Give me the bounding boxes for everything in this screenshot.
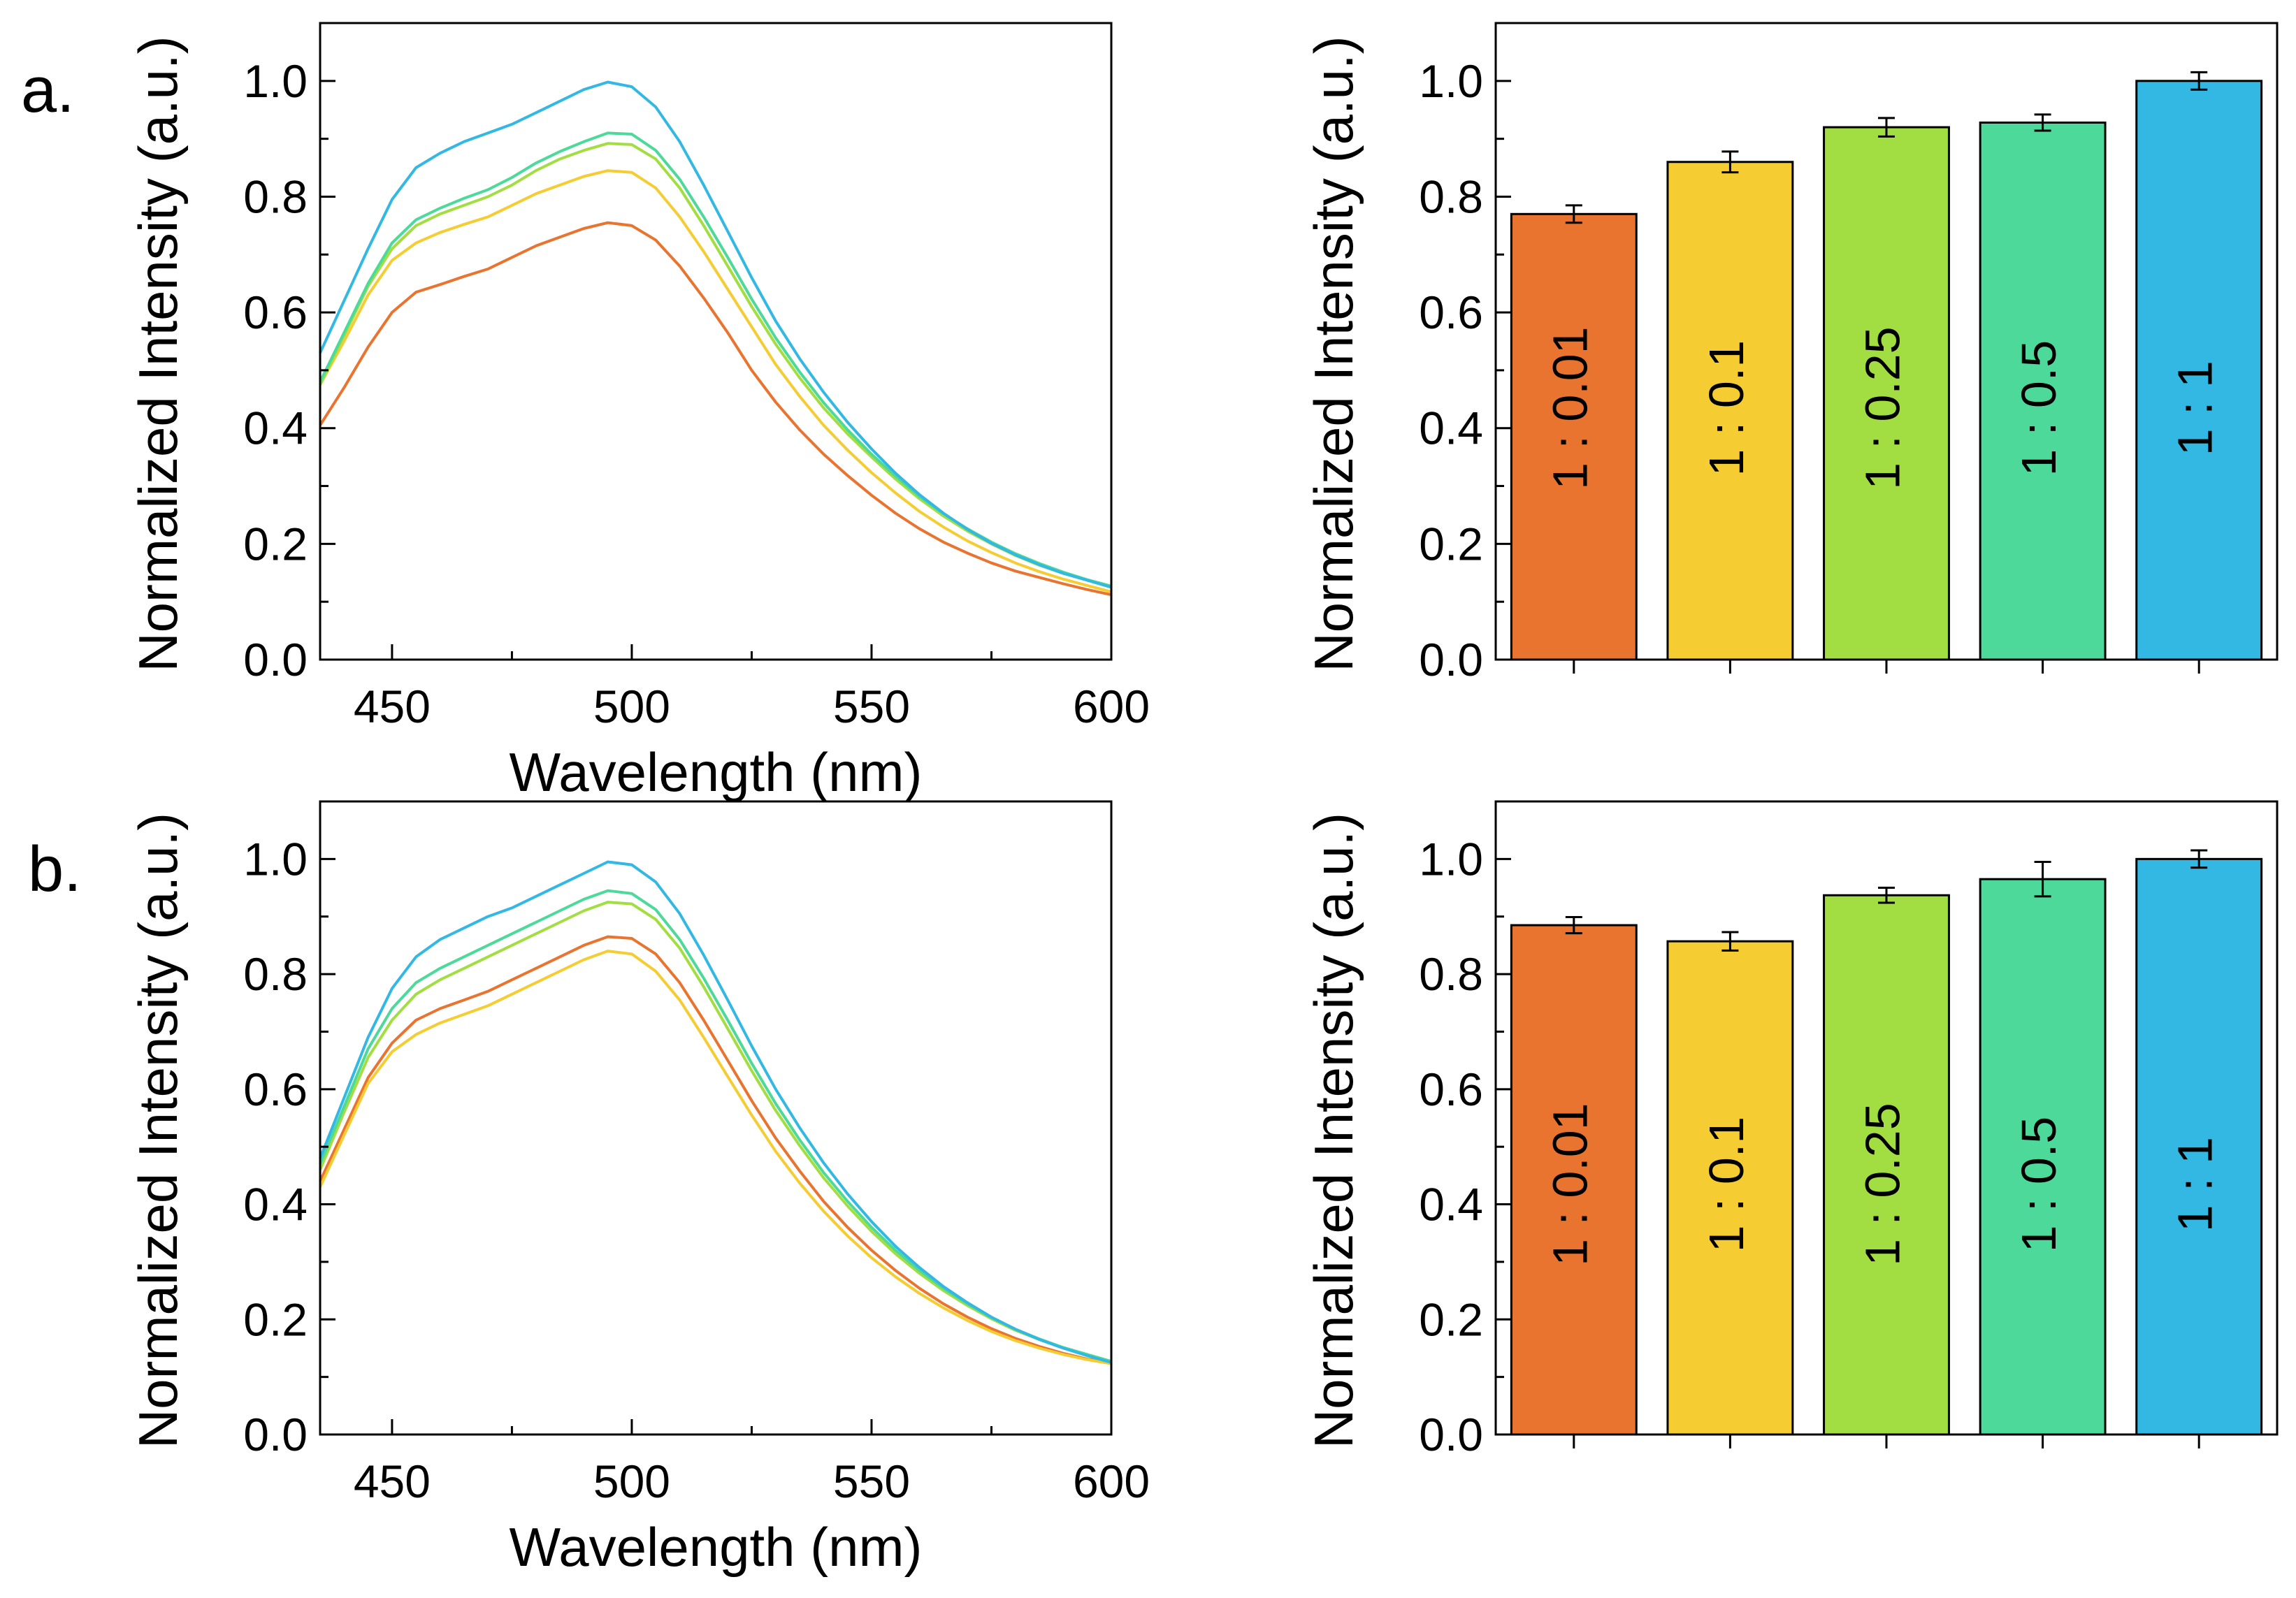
x-axis-title: Wavelength (nm): [510, 1516, 923, 1578]
y-tick-label: 0.6: [1419, 286, 1483, 338]
y-tick-label: 0.0: [243, 634, 308, 685]
series-line-4: [319, 889, 1112, 1363]
bar-1: [1510, 924, 1638, 1436]
y-tick-label: 1.0: [243, 833, 308, 885]
y-axis-title: Normalized Intensity (a.u.): [127, 36, 189, 671]
y-tick-label: 0.8: [1419, 170, 1483, 222]
bar-4: [1979, 878, 2107, 1436]
bar-5: [2135, 80, 2263, 661]
y-tick-label: 0.0: [1419, 634, 1483, 685]
y-tick-label: 0.6: [243, 1063, 308, 1115]
y-tick-label: 0.2: [243, 518, 308, 569]
bar-label: 1 : 1: [2168, 361, 2223, 456]
y-axis-title: Normalized Intensity (a.u.): [1303, 813, 1364, 1448]
series-line-1: [319, 935, 1112, 1365]
x-tick-label: 550: [833, 681, 910, 732]
bar-label: 1 : 0.1: [1699, 1117, 1754, 1253]
y-tick-label: 1.0: [1419, 55, 1483, 107]
x-tick-label: 500: [593, 1455, 670, 1507]
bar-2: [1666, 940, 1794, 1436]
bar-label: 1 : 0.01: [1543, 326, 1597, 490]
y-tick-label: 0.2: [1419, 518, 1483, 569]
bar-label: 1 : 0.5: [2012, 340, 2066, 477]
bar-label: 1 : 0.25: [1855, 1103, 1909, 1266]
y-tick-label: 0.2: [1419, 1293, 1483, 1345]
y-tick-label: 0.2: [243, 1293, 308, 1345]
bar-label: 1 : 0.1: [1699, 340, 1754, 477]
series-line-5: [319, 80, 1112, 589]
series-line-2: [319, 950, 1112, 1365]
y-tick-label: 1.0: [243, 55, 308, 107]
y-tick-label: 0.8: [243, 948, 308, 1000]
bar-label: 1 : 0.01: [1543, 1103, 1597, 1266]
y-tick-label: 0.8: [243, 170, 308, 222]
x-tick-label: 500: [593, 681, 670, 732]
plot-frame: [319, 800, 1113, 1436]
y-tick-label: 0.0: [243, 1409, 308, 1460]
x-axis-title: Wavelength (nm): [510, 741, 923, 803]
bar-3: [1823, 894, 1950, 1436]
plot-frame: [1494, 800, 2279, 1436]
y-tick-label: 0.4: [1419, 1179, 1483, 1230]
series-line-1: [319, 221, 1112, 597]
series-line-2: [319, 169, 1112, 594]
panel-label-a: a.: [21, 55, 75, 126]
series-line-3: [319, 901, 1112, 1363]
bar-chart-a: 1 : 0.01 1 : 0.1 1 : 0.25 1 : 0.5 1 : 1 0.0 0.…: [1303, 22, 2279, 685]
y-tick-label: 0.4: [243, 1179, 308, 1230]
bar-label: 1 : 0.5: [2012, 1117, 2066, 1253]
x-tick-label: 600: [1073, 1455, 1150, 1507]
y-tick-label: 0.6: [1419, 1063, 1483, 1115]
bar-label: 1 : 1: [2168, 1137, 2223, 1232]
spectra-chart-a: 450 500 550 600 Wavelength (nm) 0.0 0.2 0.4 0.6 0…: [127, 22, 1150, 803]
y-tick-label: 0.8: [1419, 948, 1483, 1000]
y-tick-label: 0.6: [243, 286, 308, 338]
plot-frame: [1494, 22, 2279, 661]
bar-1: [1510, 212, 1638, 661]
y-axis-title: Normalized Intensity (a.u.): [1303, 36, 1364, 671]
bar-3: [1823, 126, 1950, 661]
y-tick-label: 1.0: [1419, 833, 1483, 885]
y-tick-label: 0.4: [1419, 402, 1483, 454]
x-tick-label: 450: [354, 681, 431, 732]
y-tick-label: 0.0: [1419, 1409, 1483, 1460]
y-axis-title: Normalized Intensity (a.u.): [127, 813, 189, 1448]
y-tick-label: 0.4: [243, 402, 308, 454]
x-tick-label: 550: [833, 1455, 910, 1507]
x-tick-label: 600: [1073, 681, 1150, 732]
series-line-5: [319, 860, 1112, 1364]
spectra-chart-b: 450 500 550 600 Wavelength (nm) 0.0 0.2 0.4 0.6 0…: [127, 800, 1150, 1578]
panel-label-b: b.: [28, 834, 82, 905]
bar-chart-b: 1 : 0.01 1 : 0.1 1 : 0.25 1 : 0.5 1 : 1 0.0 0.…: [1303, 800, 2279, 1460]
x-tick-label: 450: [354, 1455, 431, 1507]
series-line-4: [319, 131, 1112, 588]
bar-label: 1 : 0.25: [1855, 326, 1909, 490]
plot-frame: [319, 22, 1113, 661]
